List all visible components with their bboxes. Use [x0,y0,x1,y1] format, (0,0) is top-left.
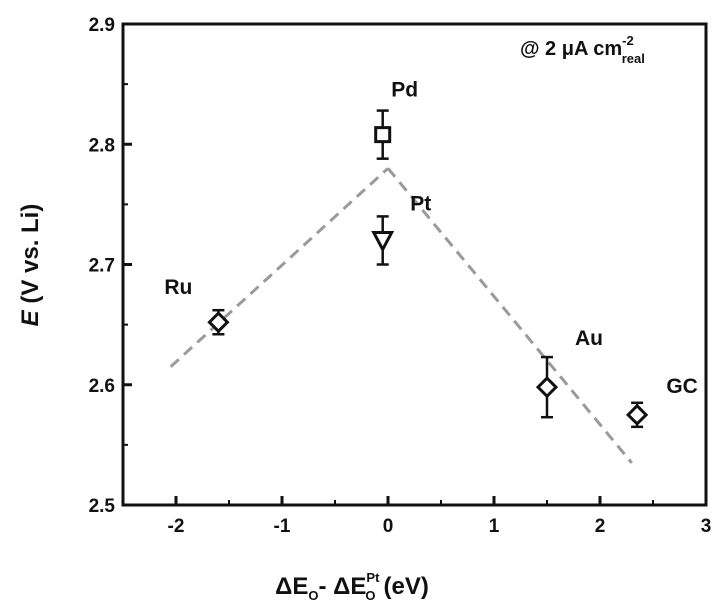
y-tick-label: 2.8 [89,135,115,156]
point-au [535,376,559,399]
trend-line [386,167,633,464]
y-tick-label: 2.9 [89,15,115,36]
x-axis-title: ΔEO- ΔEPt O (eV) [275,570,429,603]
x-tick-label: 1 [489,516,500,537]
x-title-mid: - ΔE [319,573,367,600]
point-label-pd: Pd [391,79,418,102]
tick-labels: -2 -1 0 1 2 3 2.5 2.6 2.7 2.8 2.9 [89,15,712,537]
x-title-sup2: Pt [366,570,380,585]
point-labels: Ru Pd Pt Au GC [164,79,697,398]
y-title-italic: E [17,309,44,326]
trend-line [169,167,390,368]
annotation-sup: -2 [622,33,634,48]
x-title-main: ΔE [275,573,308,600]
y-tick-label: 2.5 [89,496,116,517]
annotation-prefix: @ 2 μA cm [520,38,622,60]
x-tick-label: -1 [274,516,291,537]
x-title-sub2: O [365,588,375,603]
x-title-sub1: O [308,588,318,603]
x-tick-label: -2 [168,516,185,537]
point-pd [374,126,392,144]
x-title-unit: (eV) [384,573,429,600]
point-label-ru: Ru [164,276,192,299]
point-label-gc: GC [666,375,698,398]
x-tick-label: 2 [595,516,606,537]
y-tick-label: 2.7 [89,256,115,277]
y-tick-label: 2.6 [89,376,115,397]
point-gc [625,403,649,426]
trend-lines [169,167,633,464]
annotation-text: @ 2 μA cm-2 real [520,33,645,66]
annotation-sub: real [622,51,645,66]
data-points [207,109,649,429]
point-label-pt: Pt [410,192,431,215]
x-tick-label: 0 [383,516,394,537]
x-tick-label: 3 [701,516,712,537]
point-label-au: Au [575,327,603,350]
y-axis-title: E (V vs. Li) [17,204,44,327]
y-title-rest: (V vs. Li) [17,204,44,304]
plot-frame [121,22,708,507]
point-ru [207,311,230,334]
point-pt [371,230,395,253]
